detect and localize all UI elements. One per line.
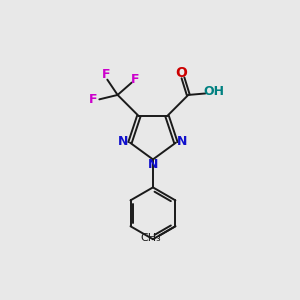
Text: F: F — [88, 93, 97, 106]
Text: F: F — [102, 68, 110, 81]
Text: N: N — [177, 135, 188, 148]
Text: N: N — [118, 135, 129, 148]
Text: OH: OH — [203, 85, 224, 98]
Text: CH₃: CH₃ — [141, 233, 161, 243]
Text: N: N — [148, 158, 158, 171]
Text: F: F — [131, 73, 140, 85]
Text: O: O — [176, 66, 188, 80]
